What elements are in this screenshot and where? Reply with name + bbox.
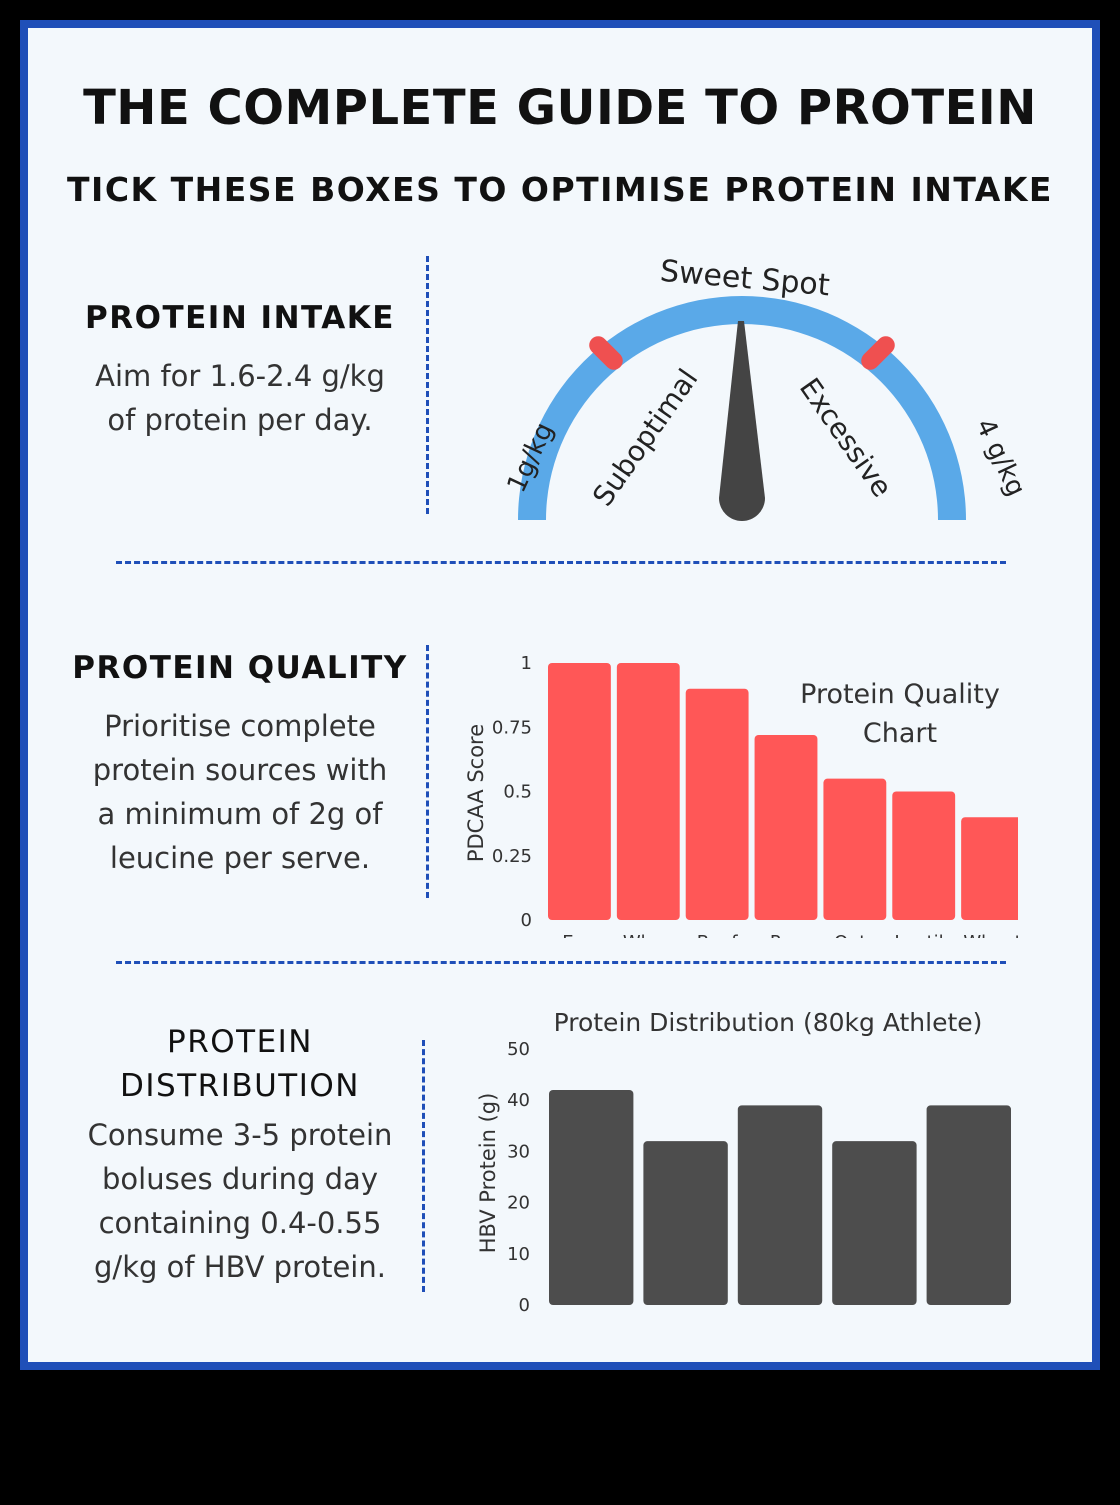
quality-x-tick-label: Lentils — [894, 932, 953, 938]
distribution-bar — [832, 1141, 917, 1305]
intake-divider — [426, 256, 429, 514]
quality-y-tick-label: 0 — [521, 910, 532, 931]
quality-bar — [823, 778, 887, 920]
distribution-y-tick-label: 0 — [519, 1295, 530, 1316]
page-title: THE COMPLETE GUIDE TO PROTEIN — [83, 80, 1037, 136]
gauge-right-end-label: 4 g/kg — [969, 414, 1031, 501]
distribution-body: Consume 3-5 protein boluses during day c… — [50, 1113, 430, 1289]
gauge-suboptimal-label: Suboptimal — [586, 363, 704, 512]
quality-bar — [616, 663, 680, 920]
distribution-x-tick-label: 7pm — [949, 1317, 989, 1318]
quality-y-tick-label: 0.75 — [492, 717, 532, 738]
distribution-bar — [926, 1105, 1011, 1305]
distribution-x-tick-label: 10:30am — [645, 1317, 725, 1318]
quality-body-line: leucine per serve. — [109, 841, 371, 875]
quality-bar — [754, 734, 818, 920]
quality-bar — [548, 663, 611, 920]
quality-body-line: a minimum of 2g of — [97, 797, 383, 831]
gauge-excessive-label: Excessive — [793, 372, 899, 503]
quality-chart-title-line: Chart — [863, 718, 937, 749]
distribution-y-tick-label: 30 — [507, 1141, 530, 1162]
gauge-needle — [719, 321, 765, 521]
quality-x-tick-label: Wheat — [963, 932, 1018, 938]
distribution-bar — [549, 1089, 634, 1305]
intake-body: Aim for 1.6-2.4 g/kg of protein per day. — [60, 354, 420, 442]
distribution-x-tick-label: 1pm — [760, 1317, 800, 1318]
distribution-y-tick-label: 10 — [507, 1244, 530, 1265]
distribution-y-axis-label: HBV Protein (g) — [476, 1093, 500, 1254]
distribution-chart-title: Protein Distribution (80kg Athlete) — [554, 1008, 983, 1037]
distribution-bar — [643, 1141, 728, 1305]
quality-y-tick-label: 0.5 — [503, 782, 532, 803]
gauge-sweet-spot-label: Sweet Spot — [659, 254, 832, 304]
protein-distribution-chart: Protein Distribution (80kg Athlete) HBV … — [476, 1008, 1011, 1318]
distribution-bar — [737, 1105, 823, 1305]
gauge-marker-left — [589, 336, 623, 370]
page-subtitle: TICK THESE BOXES TO OPTIMISE PROTEIN INT… — [67, 170, 1053, 209]
distribution-body-line: boluses during day — [102, 1162, 378, 1196]
distribution-heading: PROTEIN DISTRIBUTION — [50, 1020, 430, 1108]
quality-x-tick-label: Whey — [623, 932, 674, 938]
quality-x-tick-label: Oats — [834, 932, 876, 938]
intake-heading: PROTEIN INTAKE — [85, 300, 395, 336]
distribution-body-line: Consume 3-5 protein — [87, 1118, 393, 1152]
gauge-arc — [518, 296, 966, 520]
section-divider — [116, 961, 1006, 964]
gauge-marker-right — [861, 336, 895, 370]
infographic-panel: THE COMPLETE GUIDE TO PROTEIN TICK THESE… — [28, 28, 1092, 1362]
quality-divider — [426, 645, 429, 898]
distribution-body-line: g/kg of HBV protein. — [94, 1250, 386, 1284]
intake-gauge: Sweet Spot 1g/kg Suboptimal Excessive 4 … — [502, 254, 1031, 521]
quality-y-tick-label: 0.25 — [492, 846, 532, 867]
infographic-frame: THE COMPLETE GUIDE TO PROTEIN TICK THESE… — [20, 20, 1100, 1370]
quality-bar — [685, 688, 749, 920]
intake-body-line: of protein per day. — [107, 403, 373, 437]
distribution-y-tick-label: 50 — [507, 1039, 530, 1060]
protein-quality-chart: PDCAA Score Protein Quality Chart 0 0.25 0… — [464, 653, 1018, 938]
quality-x-tick-label: Pea — [770, 932, 802, 938]
quality-heading: PROTEIN QUALITY — [72, 650, 408, 686]
intake-body-line: Aim for 1.6-2.4 g/kg — [95, 359, 385, 393]
quality-bar — [961, 817, 1018, 920]
section-divider — [116, 561, 1006, 564]
distribution-x-tick-label: 8am — [571, 1317, 611, 1318]
quality-chart-title-line: Protein Quality — [800, 679, 1000, 710]
quality-body: Prioritise complete protein sources with… — [50, 704, 430, 880]
quality-x-tick-label: Beef — [697, 932, 738, 938]
quality-body-line: Prioritise complete — [104, 709, 376, 743]
distribution-x-tick-label: 3:30pm — [840, 1317, 909, 1318]
distribution-y-tick-label: 40 — [507, 1090, 530, 1111]
distribution-heading-line: DISTRIBUTION — [120, 1068, 360, 1104]
distribution-heading-line: PROTEIN — [167, 1024, 313, 1060]
quality-x-tick-label: Egg — [562, 932, 596, 938]
quality-y-tick-label: 1 — [521, 653, 532, 674]
distribution-body-line: containing 0.4-0.55 — [98, 1206, 382, 1240]
quality-bar — [892, 791, 956, 920]
quality-y-axis-label: PDCAA Score — [464, 724, 488, 862]
distribution-y-tick-label: 20 — [507, 1193, 530, 1214]
quality-body-line: protein sources with — [92, 753, 388, 787]
distribution-divider — [422, 1040, 425, 1292]
